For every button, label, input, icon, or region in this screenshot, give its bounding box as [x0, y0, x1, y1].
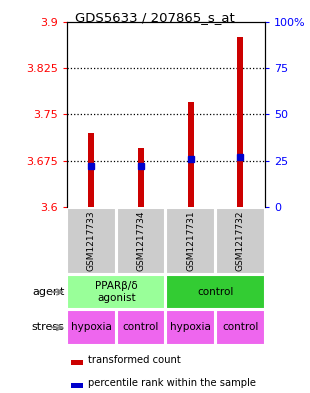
FancyBboxPatch shape	[67, 275, 165, 309]
Text: GSM1217734: GSM1217734	[136, 210, 146, 271]
Text: GDS5633 / 207865_s_at: GDS5633 / 207865_s_at	[75, 11, 235, 24]
FancyBboxPatch shape	[67, 310, 116, 345]
Text: stress: stress	[32, 323, 65, 332]
Bar	[71, 360, 82, 365]
FancyBboxPatch shape	[216, 310, 264, 345]
Bar	[88, 133, 95, 207]
Bar	[138, 149, 144, 207]
FancyBboxPatch shape	[166, 275, 264, 309]
Bar	[237, 37, 243, 207]
Text: GSM1217731: GSM1217731	[186, 210, 195, 271]
Text: GSM1217732: GSM1217732	[236, 210, 245, 271]
FancyBboxPatch shape	[67, 208, 116, 274]
Text: hypoxia: hypoxia	[170, 323, 211, 332]
Text: PPARβ/δ
agonist: PPARβ/δ agonist	[95, 281, 138, 303]
FancyBboxPatch shape	[216, 208, 264, 274]
Text: control: control	[123, 323, 159, 332]
Text: transformed count: transformed count	[88, 355, 181, 365]
FancyBboxPatch shape	[117, 310, 165, 345]
Text: GSM1217733: GSM1217733	[87, 210, 96, 271]
Text: control: control	[197, 287, 234, 297]
Bar	[188, 102, 194, 207]
Text: agent: agent	[32, 287, 65, 297]
Text: hypoxia: hypoxia	[71, 323, 112, 332]
Bar	[71, 383, 82, 388]
FancyBboxPatch shape	[117, 208, 165, 274]
FancyBboxPatch shape	[166, 208, 215, 274]
Text: control: control	[222, 323, 259, 332]
FancyBboxPatch shape	[166, 310, 215, 345]
Text: percentile rank within the sample: percentile rank within the sample	[88, 378, 256, 388]
